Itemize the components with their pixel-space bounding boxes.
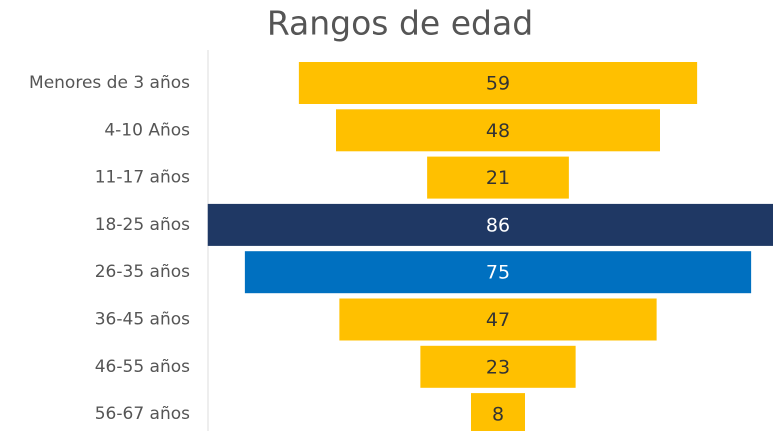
value-label: 47 <box>486 309 510 331</box>
category-label: 4-10 Años <box>104 120 190 140</box>
category-label: 26-35 años <box>95 262 190 282</box>
value-label: 21 <box>486 167 510 189</box>
value-label: 23 <box>486 356 510 378</box>
funnel-bar <box>427 156 569 199</box>
category-label: 11-17 años <box>95 168 190 188</box>
funnel-bar <box>420 345 576 388</box>
funnel-bar <box>298 62 698 104</box>
value-label: 86 <box>486 214 510 236</box>
category-label: Menores de 3 años <box>29 73 190 93</box>
funnel-bar <box>339 298 657 341</box>
value-label: 75 <box>486 262 510 284</box>
funnel-bar <box>471 393 525 431</box>
category-label: 46-55 años <box>95 357 190 377</box>
category-label: 36-45 años <box>95 310 190 330</box>
category-label: 18-25 años <box>95 215 190 235</box>
value-label: 48 <box>486 120 510 142</box>
funnel-bar <box>336 109 660 152</box>
value-label: 59 <box>486 73 510 95</box>
chart-title: Rangos de edad <box>267 4 533 43</box>
funnel-bar <box>244 251 752 294</box>
category-label: 56-67 años <box>95 404 190 424</box>
value-label: 8 <box>492 404 504 426</box>
funnel-bar <box>207 203 773 246</box>
